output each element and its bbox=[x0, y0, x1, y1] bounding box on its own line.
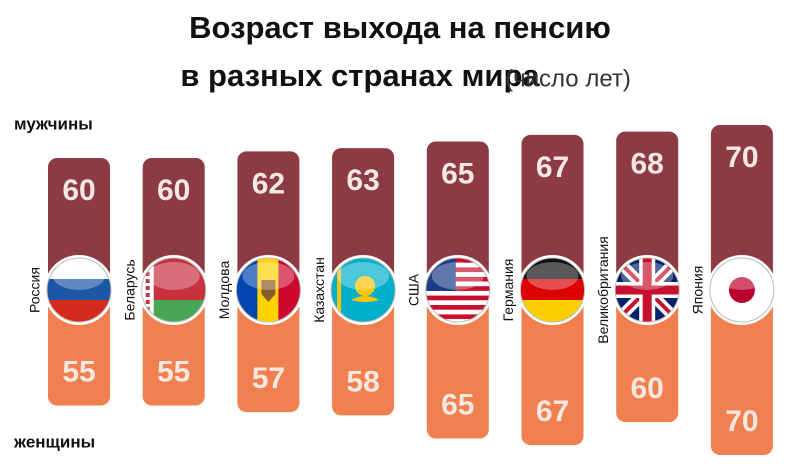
value-label: 60 bbox=[62, 174, 95, 207]
flag-gloss bbox=[526, 262, 579, 290]
country-label: Молдова bbox=[216, 261, 232, 320]
flag-edge bbox=[425, 257, 491, 323]
flag bbox=[709, 258, 774, 322]
value-label: 70 bbox=[725, 405, 758, 438]
flag-edge bbox=[709, 257, 775, 323]
value-label: 70 bbox=[725, 141, 758, 174]
flag-edge bbox=[520, 257, 585, 323]
country-label: Беларусь bbox=[121, 259, 137, 320]
value-label: 55 bbox=[62, 355, 95, 388]
stripe bbox=[47, 279, 111, 301]
stripe bbox=[425, 267, 490, 273]
stripe bbox=[425, 314, 490, 320]
country-label: Россия bbox=[27, 267, 43, 313]
stripe bbox=[520, 258, 585, 280]
value-label: 60 bbox=[631, 372, 664, 405]
flag-gloss bbox=[715, 262, 768, 290]
flag-gloss bbox=[53, 262, 105, 290]
bar-women bbox=[616, 290, 679, 422]
country-label: Япония bbox=[690, 266, 706, 315]
flag-gloss bbox=[621, 262, 674, 290]
flag bbox=[331, 258, 396, 322]
flag-edge bbox=[235, 257, 301, 323]
flag-edge bbox=[46, 257, 112, 323]
legend-women: женщины bbox=[13, 432, 95, 451]
stripe bbox=[278, 258, 301, 322]
value-label: 58 bbox=[346, 365, 379, 398]
flag bbox=[615, 258, 680, 322]
bar-women bbox=[426, 290, 489, 439]
bar-men bbox=[142, 158, 205, 290]
flag-edge bbox=[330, 257, 396, 323]
value-label: 60 bbox=[157, 174, 190, 207]
stripe bbox=[47, 258, 111, 280]
bar-men bbox=[616, 131, 679, 290]
country-label: Германия bbox=[500, 259, 516, 322]
value-label: 55 bbox=[157, 355, 190, 388]
flag-gloss bbox=[431, 262, 484, 290]
country-label: Казахстан bbox=[311, 257, 327, 323]
chart-title: Возраст выхода на пенсию bbox=[189, 10, 611, 45]
bar-men bbox=[332, 148, 395, 290]
value-label: 65 bbox=[441, 157, 474, 190]
stripe bbox=[425, 305, 490, 310]
flag-gloss bbox=[147, 262, 200, 290]
legend-men: мужчины bbox=[14, 114, 93, 133]
stripe bbox=[425, 286, 490, 291]
unit-label: (число лет) bbox=[505, 65, 631, 92]
flag-gloss bbox=[242, 262, 295, 290]
bar-men bbox=[237, 151, 300, 290]
stripe bbox=[236, 258, 259, 322]
bar-women bbox=[710, 290, 773, 455]
value-label: 57 bbox=[252, 362, 285, 395]
bar-men bbox=[48, 158, 110, 290]
bar-women bbox=[521, 290, 584, 446]
flag-edge bbox=[614, 257, 680, 323]
stripe bbox=[47, 300, 111, 322]
eagle bbox=[351, 296, 380, 302]
stripe bbox=[520, 279, 585, 301]
value-label: 62 bbox=[252, 167, 285, 200]
stripe bbox=[141, 300, 206, 322]
flag bbox=[47, 258, 111, 322]
bar-men bbox=[710, 125, 773, 290]
flag bbox=[520, 258, 585, 322]
bar-men bbox=[426, 141, 489, 290]
flag-gloss bbox=[337, 262, 390, 290]
bar-men bbox=[521, 134, 584, 290]
sun bbox=[355, 276, 376, 296]
value-label: 65 bbox=[441, 388, 474, 421]
flag-edge bbox=[141, 257, 207, 323]
emblem bbox=[261, 280, 276, 302]
flag bbox=[425, 258, 490, 322]
stripe bbox=[425, 276, 490, 282]
chart-subtitle: в разных странах мира bbox=[180, 58, 540, 93]
stripe bbox=[520, 300, 585, 322]
country-label: США bbox=[406, 273, 422, 306]
stripe bbox=[425, 258, 490, 263]
sun bbox=[728, 277, 755, 303]
value-label: 67 bbox=[536, 395, 569, 428]
value-label: 63 bbox=[346, 164, 379, 197]
flag bbox=[236, 258, 301, 322]
value-label: 68 bbox=[631, 148, 664, 181]
stripe bbox=[425, 295, 490, 301]
value-label: 67 bbox=[536, 151, 569, 184]
country-label: Великобритания bbox=[595, 236, 611, 344]
ornament bbox=[337, 258, 342, 322]
